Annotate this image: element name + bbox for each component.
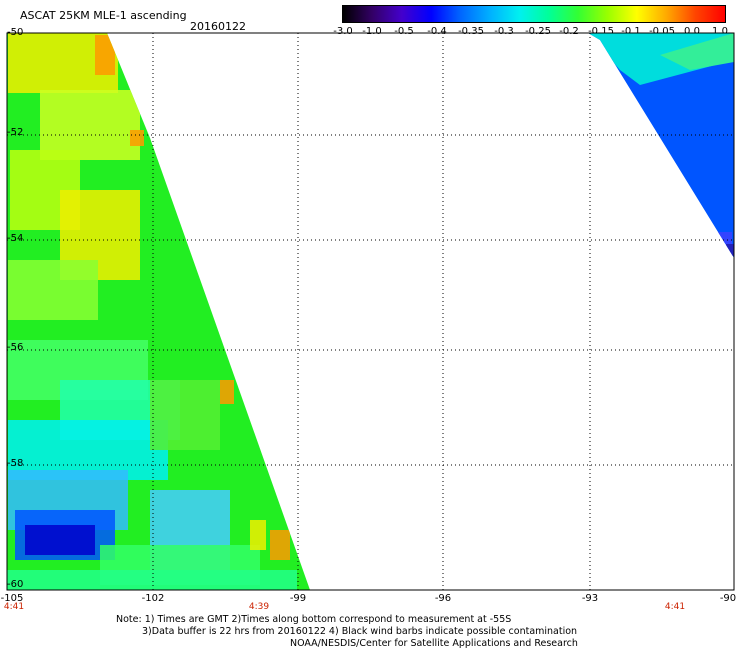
swath-patches (7, 33, 297, 590)
lat-label: -52 (7, 127, 24, 138)
colorbar-label: 1.0 (712, 26, 728, 37)
colorbar-label: -0.3 (494, 26, 514, 37)
colorbar-label: -0.35 (458, 26, 484, 37)
chart-title: ASCAT 25KM MLE-1 ascending (20, 9, 187, 22)
data-swath-left (7, 33, 310, 590)
colorbar-label: -0.4 (427, 26, 447, 37)
lon-label: -93 (581, 593, 599, 604)
lat-label: -50 (7, 27, 24, 38)
swath-patch (130, 130, 144, 146)
time-label: 4:39 (248, 602, 270, 612)
color-scale-bar (342, 5, 726, 23)
swath-patch (8, 260, 98, 320)
data-swath-right (588, 33, 734, 258)
swath-patch (95, 35, 115, 75)
swath-patch (40, 90, 140, 160)
colorbar-label: -0.1 (621, 26, 641, 37)
colorbar-label: -1.0 (362, 26, 382, 37)
note-line: 3)Data buffer is 22 hrs from 20160122 4)… (142, 626, 578, 637)
swath-patch (220, 380, 234, 404)
chart-date: 20160122 (190, 20, 246, 33)
colorbar-label: -3.0 (333, 26, 353, 37)
swath-patch (718, 232, 732, 244)
swath-patch (660, 33, 734, 70)
swath-patch (270, 530, 290, 560)
lat-label: -60 (7, 579, 24, 590)
lat-label: -54 (7, 233, 24, 244)
lat-label: -56 (7, 342, 24, 353)
map-frame (6, 32, 735, 591)
time-label: 4:41 (3, 602, 25, 612)
lat-label: -58 (7, 458, 24, 469)
lon-label: -96 (434, 593, 452, 604)
lon-label: -105 (0, 593, 24, 604)
lon-label: -99 (289, 593, 307, 604)
swath-patch (150, 380, 220, 450)
swath-patch (25, 525, 95, 555)
colorbar-label: -0.15 (588, 26, 614, 37)
colorbar-label: 0.0 (684, 26, 700, 37)
map-plot-area (6, 32, 735, 591)
colorbar-label: -0.25 (525, 26, 551, 37)
swath-patch (726, 244, 734, 256)
note-line: NOAA/NESDIS/Center for Satellite Applica… (290, 638, 578, 649)
colorbar-label: -0.5 (394, 26, 414, 37)
swath-patch (7, 570, 297, 590)
note-line: Note: 1) Times are GMT 2)Times along bot… (116, 614, 512, 625)
lon-label: -90 (719, 593, 737, 604)
map-grid (7, 33, 734, 590)
colorbar-label: -0.05 (649, 26, 675, 37)
time-label: 4:41 (664, 602, 686, 612)
lon-label: -102 (141, 593, 165, 604)
swath-patch (250, 520, 266, 550)
colorbar-label: -0.2 (559, 26, 579, 37)
